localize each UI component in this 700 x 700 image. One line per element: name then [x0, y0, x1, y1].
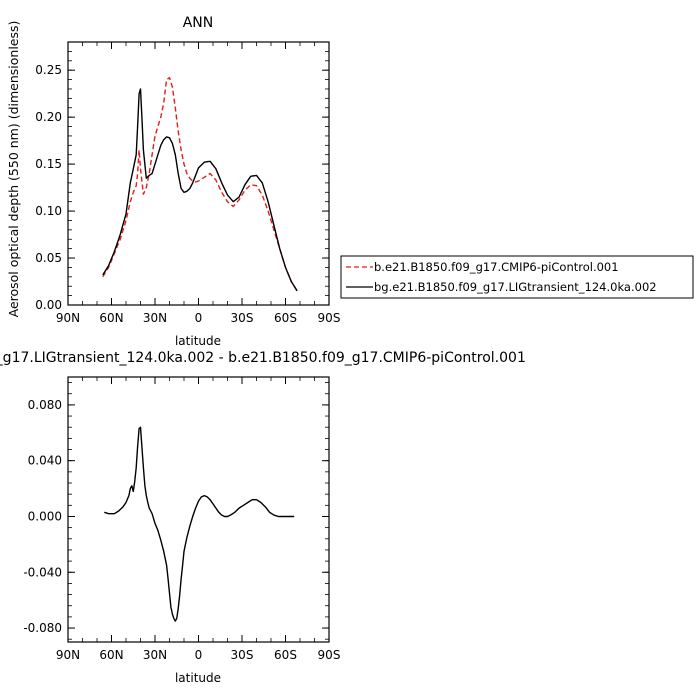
- top-y-tick-label: 0.20: [35, 110, 62, 124]
- bottom-x-tick-label: 60N: [99, 648, 123, 662]
- top-series: [102, 76, 298, 292]
- bottom-y-tick-label: 0.000: [28, 509, 62, 523]
- bottom-x-tick-label: 90N: [56, 648, 80, 662]
- bottom-y-tick-label: 0.040: [28, 454, 62, 468]
- top-x-tick-label: 90S: [318, 311, 341, 325]
- bottom-y-tick-label: -0.040: [23, 565, 62, 579]
- bottom-chart-title: bg.e21.B1850.f09_g17.LIGtransient_124.0k…: [0, 350, 526, 366]
- top-x-tick-label: 60S: [274, 311, 297, 325]
- top-x-axis-label: latitude: [175, 334, 221, 348]
- top-series-line-0: [102, 76, 298, 292]
- bottom-y-tick-label: 0.080: [28, 398, 62, 412]
- legend-label-transient: bg.e21.B1850.f09_g17.LIGtransient_124.0k…: [374, 280, 657, 294]
- bottom-series-line-0: [104, 426, 295, 622]
- legend: b.e21.B1850.f09_g17.CMIP6-piControl.001 …: [340, 255, 694, 299]
- bottom-x-axis-label: latitude: [175, 671, 221, 685]
- top-panel: ANN Aerosol optical depth (550 nm) (dime…: [6, 15, 340, 348]
- top-y-tick-label: 0.15: [35, 157, 62, 171]
- bottom-x-tick-label: 90S: [318, 648, 341, 662]
- bottom-ticks: 90N 60N 30N 0 30S 60S 90S 0.080 0.040 0.000 -0.040…: [23, 377, 340, 662]
- bottom-y-tick-label: -0.080: [23, 621, 62, 635]
- top-x-tick-label: 90N: [56, 311, 80, 325]
- top-chart-title: ANN: [183, 15, 214, 31]
- bottom-x-tick-label: 0: [195, 648, 203, 662]
- top-x-tick-label: 30S: [231, 311, 254, 325]
- bottom-plot-frame: [67, 376, 330, 643]
- legend-label-control: b.e21.B1850.f09_g17.CMIP6-piControl.001: [374, 260, 619, 274]
- top-x-tick-label: 30N: [143, 311, 167, 325]
- bottom-panel: bg.e21.B1850.f09_g17.LIGtransient_124.0k…: [0, 350, 526, 685]
- legend-box: [340, 255, 694, 299]
- top-x-tick-label: 60N: [99, 311, 123, 325]
- bottom-x-tick-label: 60S: [274, 648, 297, 662]
- top-y-tick-label: 0.25: [35, 63, 62, 77]
- top-y-axis-label: Aerosol optical depth (550 nm) (dimensio…: [6, 21, 21, 318]
- bottom-series: [104, 426, 295, 622]
- top-y-tick-label: 0.10: [35, 204, 62, 218]
- top-y-tick-label: 0.05: [35, 251, 62, 265]
- top-y-tick-label: 0.00: [35, 298, 62, 312]
- bottom-x-tick-label: 30S: [231, 648, 254, 662]
- top-ticks: 90N 60N 30N 0 30S 60S 90S 0.00 0.05 0.10 0.15 0.20 0…: [35, 41, 341, 325]
- top-x-tick-label: 0: [195, 311, 203, 325]
- top-plot-frame: [67, 41, 330, 306]
- top-series-line-1: [102, 88, 298, 292]
- bottom-x-tick-label: 30N: [143, 648, 167, 662]
